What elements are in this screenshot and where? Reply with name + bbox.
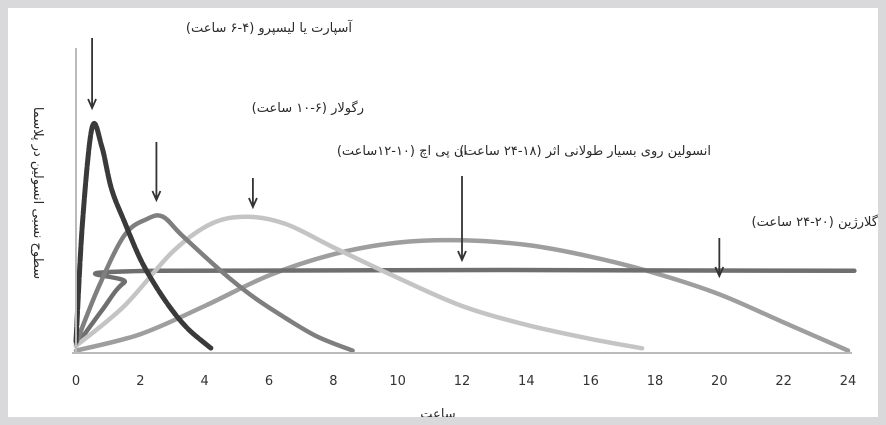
- x-tick-label: 20: [711, 374, 728, 389]
- x-tick-label: 8: [329, 374, 337, 389]
- x-tick-label: 0: [72, 374, 80, 389]
- label-aspart-lispro: آسپارت یا لیسپرو (۴-۶ ساعت): [186, 19, 353, 36]
- x-tick-label: 24: [840, 374, 857, 389]
- arrow-nph: [248, 178, 258, 210]
- label-glargine: گلارژین (۲۰-۲۴ ساعت): [752, 214, 878, 230]
- x-tick-label: 2: [136, 374, 144, 389]
- y-axis-title: سطوح نسبی انسولین در پلاسما: [30, 107, 45, 279]
- chart-svg: 0 2 4 6 8 10 12 14 16 18 20 22 24 آسپارت یا لیسپرو (…: [30, 19, 878, 417]
- x-tick-label: 4: [201, 374, 209, 389]
- annotation-arrows: [87, 38, 725, 279]
- label-nph: ان پی اچ (۱۰-۱۲ساعت): [337, 144, 467, 159]
- x-tick-labels: 0 2 4 6 8 10 12 14 16 18 20 22 24: [72, 374, 856, 389]
- x-tick-label: 14: [518, 374, 535, 389]
- curve-aspart-lispro: [73, 120, 214, 351]
- x-tick-label: 12: [454, 374, 471, 389]
- x-axis-title: ساعت: [420, 407, 455, 417]
- x-tick-label: 18: [647, 374, 664, 389]
- x-tick-label: 10: [389, 374, 406, 389]
- arrow-very-long-acting: [457, 176, 467, 263]
- curve-nph: [73, 214, 645, 351]
- annotation-labels: آسپارت یا لیسپرو (۴-۶ ساعت) رگولار (۶-۱۰ …: [186, 19, 878, 230]
- x-tick-label: 16: [582, 374, 599, 389]
- x-tick-label: 22: [775, 374, 792, 389]
- label-very-long-acting: انسولین روی بسیار طولانی اثر (۱۸-۲۴ ساعت…: [459, 144, 711, 159]
- curve-regular: [73, 213, 355, 353]
- arrow-glargine: [714, 238, 725, 279]
- x-tick-label: 6: [265, 374, 273, 389]
- label-regular: رگولار (۶-۱۰ ساعت): [252, 100, 364, 116]
- arrow-regular: [151, 142, 162, 203]
- arrow-aspart-lispro: [87, 38, 97, 111]
- chart-figure: 0 2 4 6 8 10 12 14 16 18 20 22 24 آسپارت یا لیسپرو (…: [8, 8, 878, 417]
